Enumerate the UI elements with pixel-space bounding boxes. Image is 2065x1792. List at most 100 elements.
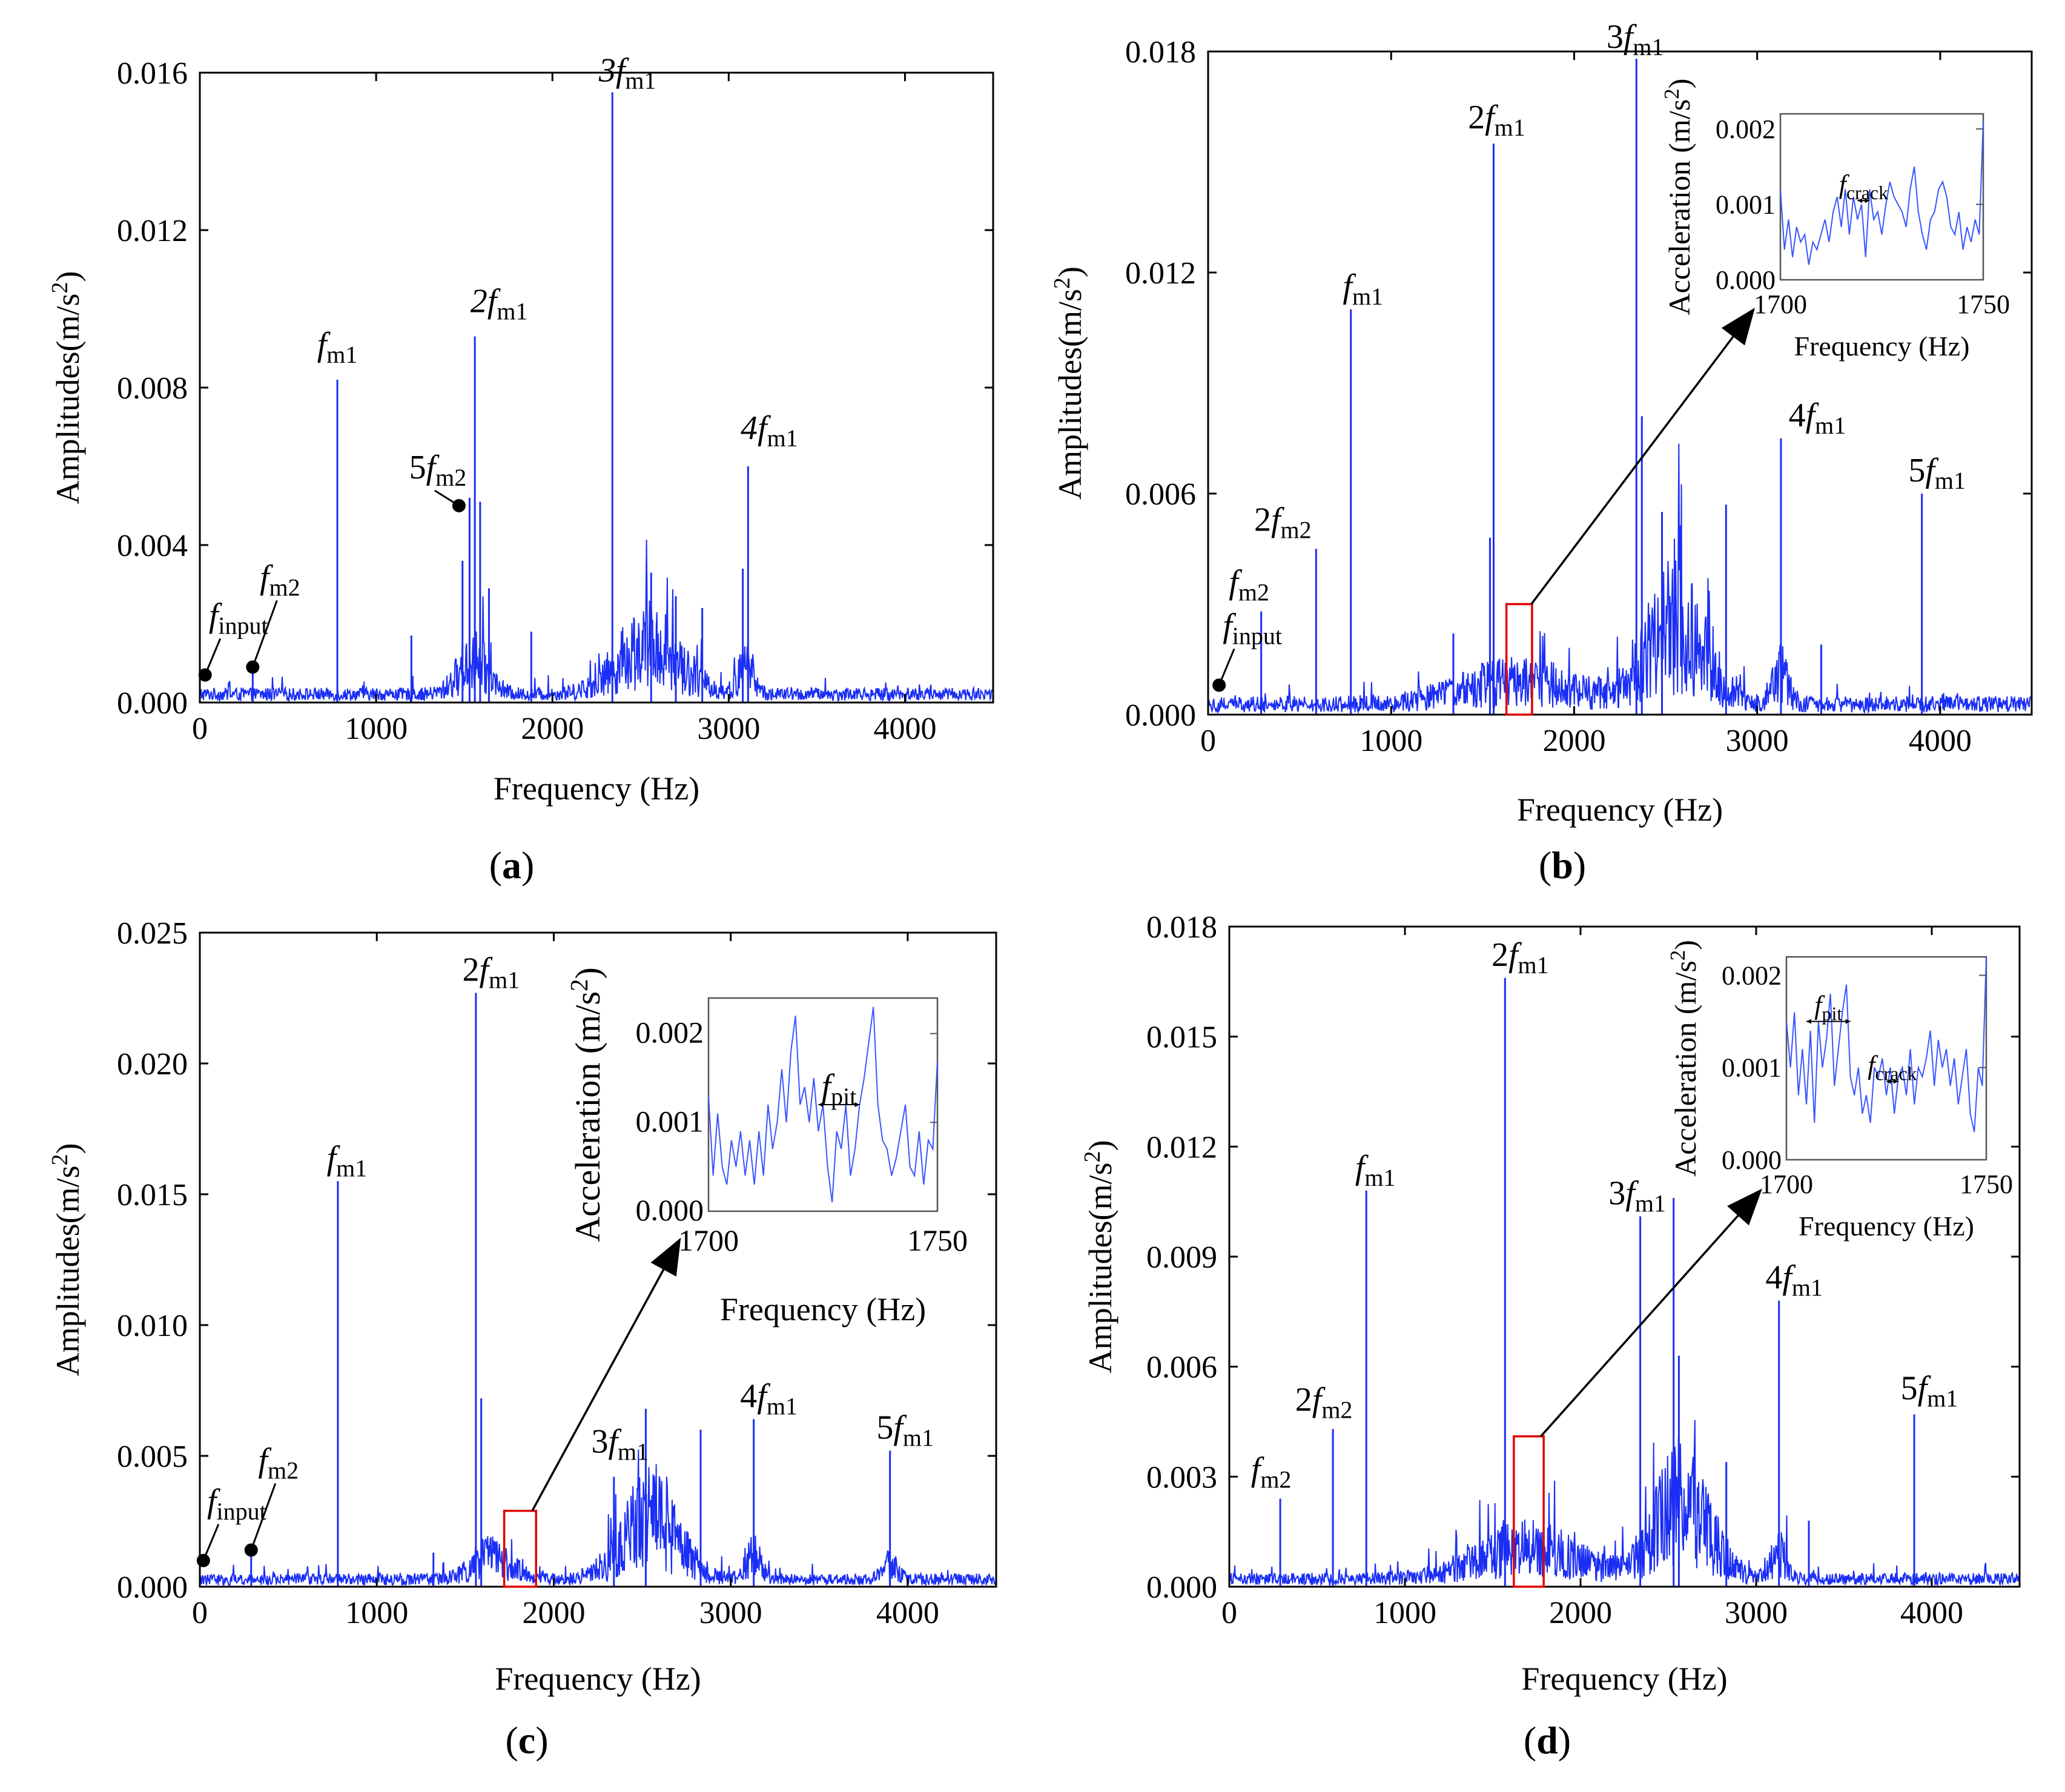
inset-frame xyxy=(1779,113,1984,281)
x-tick-label: 1000 xyxy=(345,1596,408,1630)
label-prefix: 4 xyxy=(740,1378,757,1415)
label-sub: m2 xyxy=(1260,1466,1291,1493)
label-sub: pit xyxy=(831,1083,856,1110)
ylabel-sup: 2 xyxy=(1666,950,1690,961)
y-axis-label: Amplitudes(m/s2) xyxy=(47,271,86,504)
label-sub: m1 xyxy=(903,1424,934,1451)
panel-caption: (a) xyxy=(489,844,535,887)
label-sub: m1 xyxy=(336,1154,367,1182)
label-sub: crack xyxy=(1846,182,1888,203)
inset-marker-label: fpit xyxy=(1814,991,1842,1025)
peak-label: fm2 xyxy=(260,559,300,601)
inset-marker-head xyxy=(1893,1079,1898,1084)
label-prefix: 5 xyxy=(1908,452,1925,489)
inset-x-tick-label: 1700 xyxy=(1754,289,1807,319)
inset-marker-head xyxy=(1886,1079,1891,1084)
label-sub: m1 xyxy=(1364,1164,1395,1191)
inset-marker-head xyxy=(1806,1019,1811,1024)
caption-paren: ) xyxy=(521,844,534,887)
inset-spectrum-line xyxy=(1786,956,1987,1132)
label-sub: m2 xyxy=(435,464,466,491)
x-tick-label: 2000 xyxy=(522,1596,585,1630)
x-tick-label: 1000 xyxy=(1373,1596,1436,1630)
plot-frame xyxy=(1207,50,2033,716)
ylabel-main: Amplitudes(m/s xyxy=(50,1165,86,1376)
label-sub: m2 xyxy=(1321,1397,1352,1424)
label-sub: m2 xyxy=(1281,516,1312,543)
spectrum-line xyxy=(1229,1420,2020,1587)
peak-label: 4fm1 xyxy=(1789,397,1846,439)
inset-x-axis-label: Frequency (Hz) xyxy=(720,1291,926,1327)
ylabel-main: Acceleration (m/s xyxy=(1668,960,1702,1177)
ylabel-sup: 2 xyxy=(1049,277,1075,289)
peak-label: fm1 xyxy=(327,1139,368,1182)
inset-x-axis-label: Frequency (Hz) xyxy=(1794,331,1970,362)
peak-label: fm1 xyxy=(1355,1149,1396,1191)
y-tick-label: 0.012 xyxy=(1125,256,1196,291)
peak-label: finput xyxy=(207,1483,266,1525)
panel-a: 0 1000 2000 3000 4000 0.000 0.004 0.008 0.012 0.0… xyxy=(47,52,994,887)
peak-label: 2fm2 xyxy=(1295,1381,1353,1424)
peak-label: 2fm2 xyxy=(1254,501,1312,543)
ylabel-rest: ) xyxy=(1662,79,1696,89)
peak-label: 3fm1 xyxy=(1608,1174,1666,1217)
inset-y-tick-label: 0.002 xyxy=(1716,114,1776,144)
pointer-line xyxy=(434,489,460,507)
label-prefix: 2 xyxy=(1254,501,1271,538)
inset-y-axis-label: Acceleration (m/s2) xyxy=(1666,940,1702,1177)
ylabel-rest: ) xyxy=(568,967,607,979)
label-prefix: 2 xyxy=(471,283,487,320)
x-tick-label: 1000 xyxy=(345,712,408,746)
label-sub: m1 xyxy=(1635,1189,1666,1217)
label-sub: crack xyxy=(1875,1063,1917,1085)
inset-spectrum-line xyxy=(1780,121,1984,265)
inset-x-tick-label: 1750 xyxy=(907,1223,968,1257)
x-tick-label: 4000 xyxy=(1909,724,1972,758)
x-axis-label: Frequency (Hz) xyxy=(494,770,699,807)
inset-y-tick-label: 0.000 xyxy=(636,1193,704,1227)
y-tick-label: 0.009 xyxy=(1146,1240,1217,1275)
label-sub: input xyxy=(218,612,268,640)
inset-y-axis-label: Acceleration (m/s2) xyxy=(1660,79,1696,316)
y-tick-label: 0.005 xyxy=(117,1440,188,1474)
inset-x-tick-label: 1750 xyxy=(1960,1169,2013,1199)
peak-label: 2fm1 xyxy=(1468,99,1525,141)
ylabel-rest: ) xyxy=(50,1143,86,1154)
inset-y-tick-label: 0.001 xyxy=(1722,1053,1782,1083)
inset-y-tick-label: 0.000 xyxy=(1722,1145,1782,1175)
x-axis-label: Frequency (Hz) xyxy=(1517,792,1723,828)
inset-x-tick-label: 1700 xyxy=(1760,1169,1813,1199)
plot-frame xyxy=(199,71,994,704)
peak-label: finput xyxy=(1223,607,1282,649)
label-sub: m1 xyxy=(1495,114,1525,141)
y-tick-label: 0.000 xyxy=(1125,698,1196,733)
y-tick-label: 0.015 xyxy=(1146,1020,1217,1055)
label-prefix: 2 xyxy=(1295,1381,1312,1419)
label-sub: m1 xyxy=(497,298,527,325)
label-sub: pit xyxy=(1822,1003,1843,1025)
peak-label: 3fm1 xyxy=(598,52,656,94)
label-sub: m2 xyxy=(269,574,300,601)
caption-paren: ) xyxy=(1558,1719,1571,1762)
x-tick-label: 2000 xyxy=(1549,1596,1612,1630)
label-prefix: 5 xyxy=(876,1409,893,1446)
y-tick-label: 0.025 xyxy=(117,916,188,951)
peak-label: fm2 xyxy=(1251,1451,1292,1493)
peak-label: finput xyxy=(209,597,268,640)
x-tick-label: 4000 xyxy=(873,712,936,746)
inset-marker-head xyxy=(1857,198,1863,203)
panel-d: 0 1000 2000 3000 4000 0.000 0.003 0.006 0.009 0.0… xyxy=(1080,910,2021,1762)
zoom-arrow-head xyxy=(650,1237,681,1277)
x-tick-label: 3000 xyxy=(1726,724,1789,758)
ylabel-main: Acceleration (m/s xyxy=(1662,99,1696,316)
zoom-arrow xyxy=(531,1253,673,1512)
peak-label: 4fm1 xyxy=(740,1378,798,1420)
x-tick-label: 1000 xyxy=(1360,724,1422,758)
ylabel-rest: ) xyxy=(1052,266,1088,277)
label-sub: m1 xyxy=(489,966,520,993)
label-sub: input xyxy=(1232,622,1282,649)
inset-y-tick-label: 0.001 xyxy=(636,1104,704,1138)
label-sub: m1 xyxy=(1792,1274,1823,1301)
caption-letter: d xyxy=(1536,1719,1558,1762)
caption-paren: ( xyxy=(1524,1719,1536,1762)
